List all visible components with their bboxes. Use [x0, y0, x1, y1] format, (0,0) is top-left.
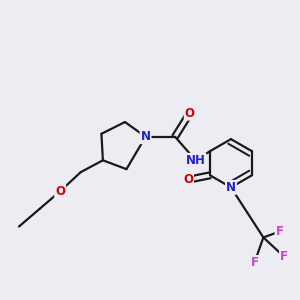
- Text: N: N: [226, 181, 236, 194]
- Text: F: F: [250, 256, 259, 269]
- Text: O: O: [185, 107, 195, 120]
- Text: O: O: [183, 173, 193, 186]
- Text: NH: NH: [186, 154, 206, 167]
- Text: F: F: [280, 250, 288, 263]
- Text: N: N: [141, 130, 151, 143]
- Text: F: F: [276, 225, 283, 238]
- Text: O: O: [55, 185, 65, 198]
